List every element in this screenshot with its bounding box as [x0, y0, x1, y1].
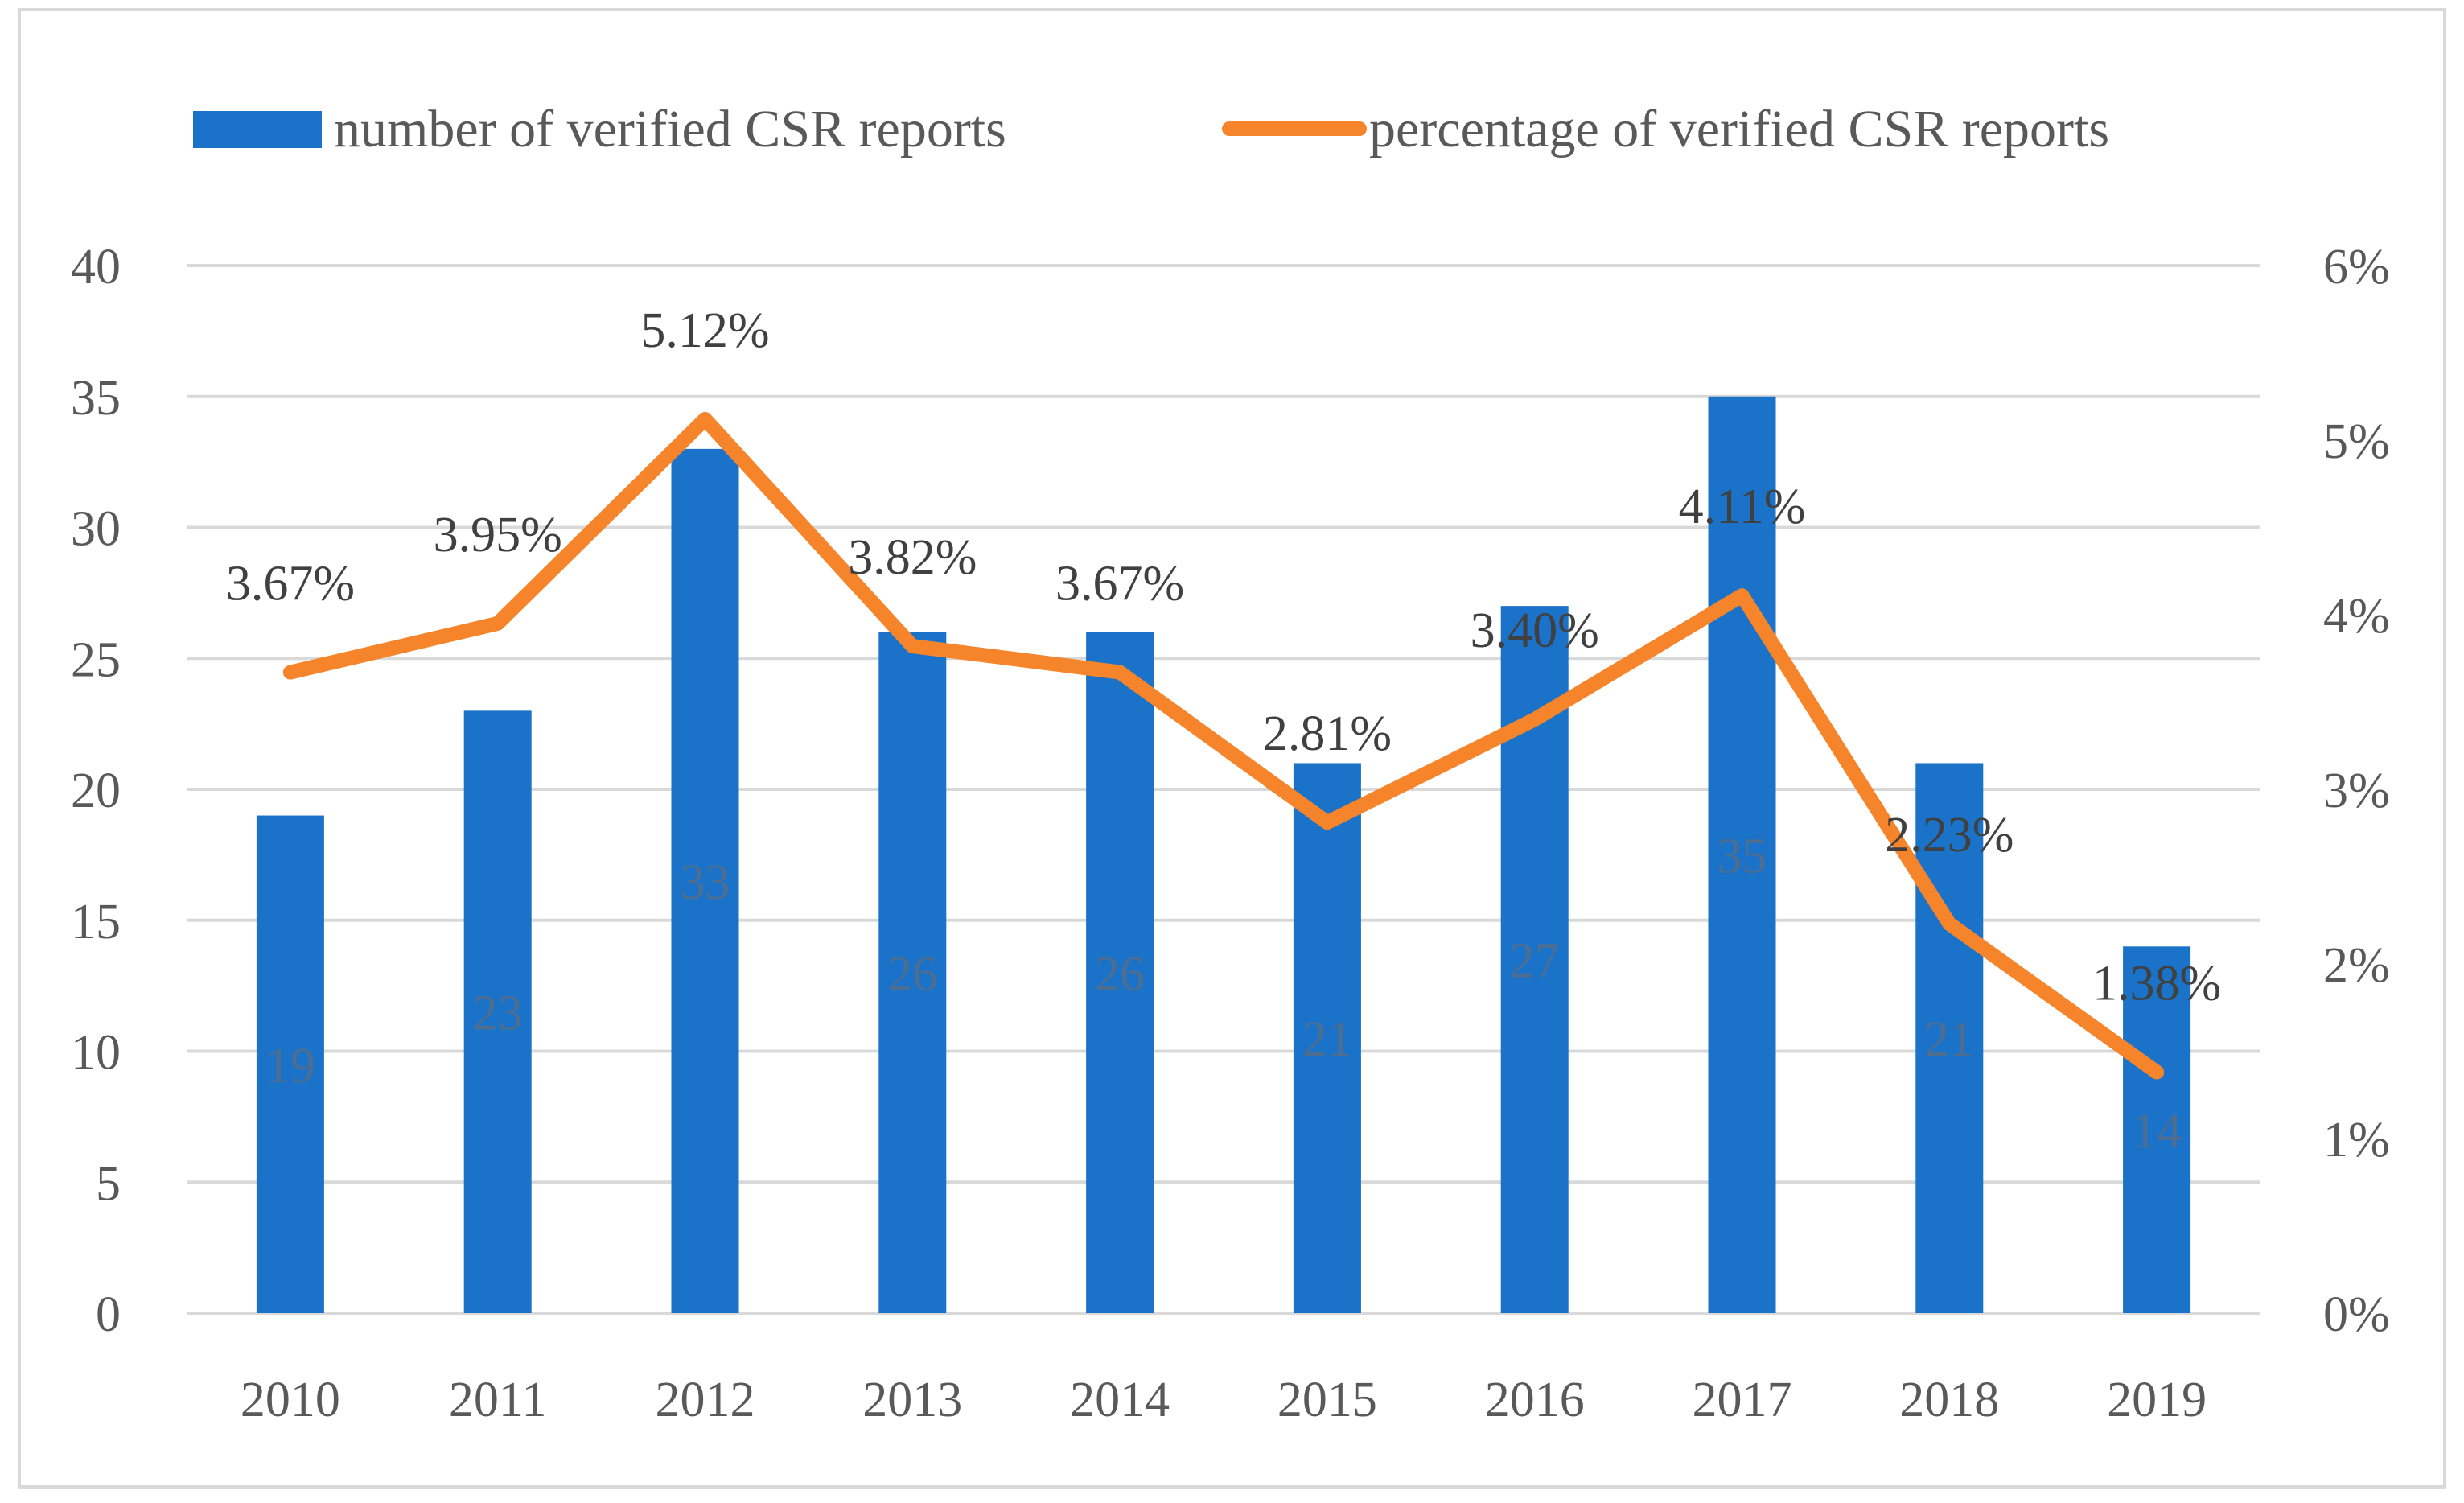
bar	[671, 448, 739, 1313]
line-series	[282, 411, 2165, 1080]
x-tick-label: 2014	[1070, 1373, 1170, 1427]
bar-data-label: 21	[1924, 1012, 1974, 1067]
line-data-label: 3.82%	[848, 530, 977, 585]
bar	[2123, 946, 2191, 1313]
bar-data-label: 14	[2132, 1104, 2182, 1159]
line-point	[1741, 595, 1743, 597]
line-data-label: 2.23%	[1885, 808, 2014, 863]
line-point	[704, 418, 706, 420]
x-tick-label: 2016	[1485, 1373, 1585, 1427]
line-data-label: 2.81%	[1263, 706, 1392, 761]
bar	[1086, 632, 1154, 1313]
line-data-label: 3.67%	[1055, 557, 1184, 611]
bar	[878, 632, 947, 1313]
line-point	[1533, 719, 1536, 721]
y-left-tick-label: 20	[71, 764, 121, 818]
bar-data-label: 23	[473, 986, 523, 1041]
x-tick-label: 2011	[449, 1373, 547, 1427]
x-tick-label: 2017	[1693, 1373, 1792, 1427]
y-left-tick-label: 25	[71, 632, 121, 687]
x-tick-label: 2015	[1277, 1373, 1377, 1427]
line-data-label: 5.12%	[640, 303, 769, 358]
line-data-label: 3.67%	[226, 557, 355, 611]
legend-label-bar: number of verified CSR reports	[334, 100, 1006, 159]
y-left-tick-label: 10	[71, 1026, 121, 1081]
y-right-tick-label: 2%	[2323, 938, 2390, 993]
y-right-tick-label: 4%	[2323, 589, 2390, 644]
bar	[1708, 396, 1776, 1313]
bar-data-label: 26	[887, 947, 937, 1002]
line-point	[1326, 822, 1328, 824]
y-left-tick-label: 40	[71, 240, 121, 294]
bar	[463, 710, 532, 1313]
y-right-tick-label: 0%	[2323, 1287, 2390, 1342]
bar-data-label: 19	[265, 1039, 315, 1093]
line-point	[2156, 1071, 2158, 1073]
legend-label-line: percentage of verified CSR reports	[1369, 100, 2109, 159]
y-left-tick-label: 15	[71, 895, 121, 949]
y-right-tick-label: 1%	[2323, 1113, 2390, 1167]
line-point	[496, 622, 499, 624]
x-tick-label: 2012	[656, 1373, 755, 1427]
y-left-tick-label: 35	[71, 371, 121, 426]
line-point	[289, 671, 291, 673]
line-data-label: 4.11%	[1679, 480, 1806, 534]
line-data-label: 3.40%	[1471, 603, 1599, 658]
x-tick-label: 2010	[241, 1373, 340, 1427]
x-tick-label: 2013	[862, 1373, 962, 1427]
bar-data-label: 35	[1717, 829, 1767, 883]
bar-data-label: 33	[681, 855, 730, 910]
line-data-label: 3.95%	[434, 508, 562, 562]
bar	[256, 815, 324, 1313]
x-tick-label: 2018	[1899, 1373, 1999, 1427]
line-point	[911, 645, 914, 648]
y-right-tick-label: 5%	[2323, 414, 2390, 469]
line-data-label: 1.38%	[2092, 957, 2221, 1011]
bar	[1293, 763, 1361, 1313]
line-point	[1119, 671, 1121, 673]
bar	[1915, 763, 1984, 1313]
bar-data-label: 21	[1302, 1012, 1352, 1067]
line-point	[1948, 923, 1951, 925]
y-right-tick-label: 6%	[2323, 240, 2390, 294]
y-left-tick-label: 5	[96, 1156, 121, 1211]
bar-data-label: 26	[1095, 947, 1145, 1002]
y-left-tick-label: 30	[71, 502, 121, 557]
legend-swatch-bar	[193, 111, 322, 148]
y-right-tick-label: 3%	[2323, 764, 2390, 818]
bar-data-label: 27	[1510, 934, 1560, 989]
y-left-tick-label: 0	[96, 1287, 121, 1342]
x-tick-label: 2019	[2107, 1373, 2207, 1427]
